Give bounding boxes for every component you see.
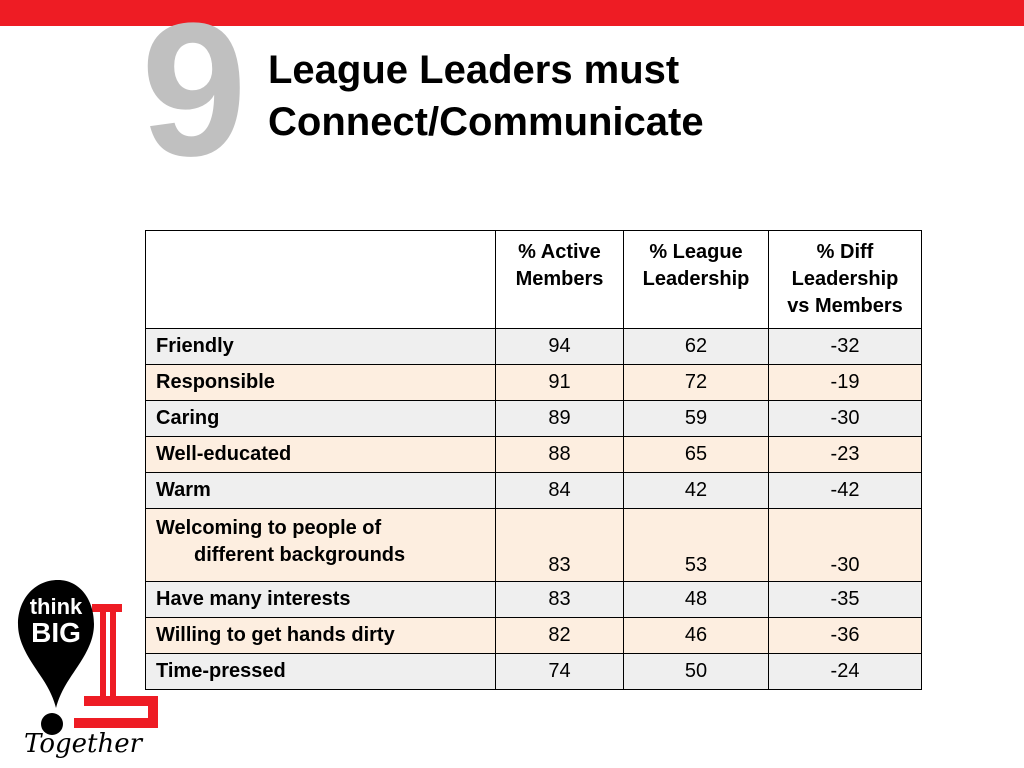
header-diff-line-2: Leadership	[791, 268, 899, 290]
table-row: Caring 89 59 -30	[145, 400, 922, 437]
header-diff: % Diff Leadership vs Members	[768, 230, 922, 329]
row-label: Time-pressed	[145, 653, 496, 690]
cell-leadership: 72	[623, 364, 769, 401]
cell-leadership: 48	[623, 581, 769, 618]
cell-diff: -42	[768, 472, 922, 509]
cell-diff: -35	[768, 581, 922, 618]
cell-diff: -19	[768, 364, 922, 401]
row-label: Friendly	[145, 328, 496, 365]
red-pillar-mark	[74, 604, 158, 728]
header-empty	[145, 230, 496, 329]
cell-diff: -23	[768, 436, 922, 473]
cell-leadership: 59	[623, 400, 769, 437]
header-leadership-line-1: % League	[649, 241, 743, 263]
cell-leadership: 62	[623, 328, 769, 365]
cell-leadership: 42	[623, 472, 769, 509]
survey-table: % Active Members % League Leadership % D…	[145, 230, 922, 690]
black-drop-shape	[18, 580, 94, 708]
row-label: Welcoming to people of different backgro…	[145, 508, 496, 582]
table-header-row: % Active Members % League Leadership % D…	[145, 230, 922, 329]
row-label: Willing to get hands dirty	[145, 617, 496, 654]
table-row: Welcoming to people of different backgro…	[145, 508, 922, 582]
slide-title: League Leaders must Connect/Communicate	[268, 44, 868, 148]
cell-active: 94	[495, 328, 624, 365]
top-accent-bar	[0, 0, 1024, 26]
cell-active: 88	[495, 436, 624, 473]
header-leadership-line-2: Leadership	[642, 268, 750, 290]
cell-leadership: 46	[623, 617, 769, 654]
table-row: Time-pressed 74 50 -24	[145, 653, 922, 690]
row-label: Responsible	[145, 364, 496, 401]
header-league-leadership: % League Leadership	[623, 230, 769, 329]
cell-leadership: 50	[623, 653, 769, 690]
cell-leadership: 53	[623, 508, 769, 582]
drop-dot	[41, 713, 63, 735]
cell-leadership: 65	[623, 436, 769, 473]
header-diff-line-3: vs Members	[787, 295, 903, 317]
table-row: Friendly 94 62 -32	[145, 328, 922, 365]
slide-number: 9	[141, 0, 247, 196]
cell-active: 89	[495, 400, 624, 437]
header-active-line-2: Members	[515, 268, 604, 290]
cell-active: 74	[495, 653, 624, 690]
row-label: Caring	[145, 400, 496, 437]
table-row: Have many interests 83 48 -35	[145, 581, 922, 618]
cell-active: 84	[495, 472, 624, 509]
cell-active: 91	[495, 364, 624, 401]
header-active-line-1: % Active	[518, 241, 601, 263]
row-label: Have many interests	[145, 581, 496, 618]
table-row: Warm 84 42 -42	[145, 472, 922, 509]
think-big-together-logo: think BIG Together	[18, 580, 158, 759]
cell-active: 83	[495, 581, 624, 618]
table-row: Willing to get hands dirty 82 46 -36	[145, 617, 922, 654]
slide-title-line-2: Connect/Communicate	[268, 100, 704, 144]
row-label-line-1: Welcoming to people of	[156, 517, 382, 539]
header-diff-line-1: % Diff	[816, 241, 874, 263]
cell-diff: -30	[768, 400, 922, 437]
cell-active: 83	[495, 508, 624, 582]
cell-diff: -32	[768, 328, 922, 365]
table-row: Well-educated 88 65 -23	[145, 436, 922, 473]
cell-diff: -24	[768, 653, 922, 690]
logo-together-text: Together	[24, 729, 144, 759]
header-active-members: % Active Members	[495, 230, 624, 329]
logo-big-text: BIG	[31, 617, 81, 648]
table-row: Responsible 91 72 -19	[145, 364, 922, 401]
cell-active: 82	[495, 617, 624, 654]
row-label: Well-educated	[145, 436, 496, 473]
row-label-line-2: different backgrounds	[194, 544, 406, 566]
cell-diff: -36	[768, 617, 922, 654]
row-label: Warm	[145, 472, 496, 509]
cell-diff: -30	[768, 508, 922, 582]
logo-think-text: think	[30, 594, 83, 619]
slide-title-line-1: League Leaders must	[268, 48, 680, 92]
